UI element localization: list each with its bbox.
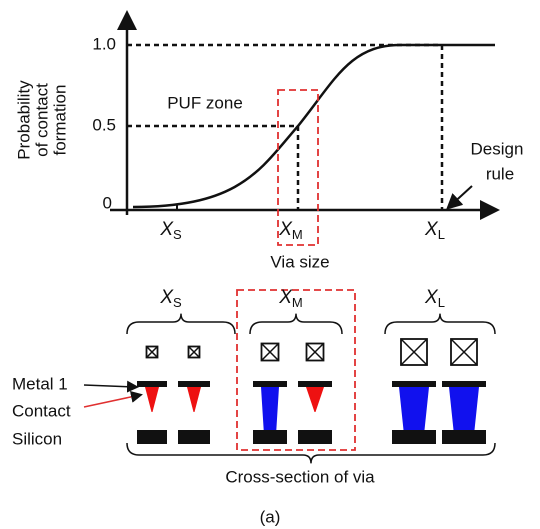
contact <box>306 387 324 412</box>
annotation: Design <box>471 139 524 158</box>
figure-label: (a) <box>260 507 281 526</box>
subscript-label: XL <box>424 219 445 242</box>
contact <box>187 387 201 412</box>
subscript-label: XM <box>278 287 303 310</box>
subscript-label: XL <box>424 287 445 310</box>
layer-label: Contact <box>12 401 71 420</box>
contact <box>145 387 159 412</box>
zone-label: PUF zone <box>167 93 243 112</box>
y-label-line: formation <box>50 85 69 156</box>
y-tick-label: 0.5 <box>92 115 116 134</box>
label-sub: M <box>292 295 303 310</box>
silicon <box>137 430 167 444</box>
caption: Cross-section of via <box>225 467 375 486</box>
label-sub: L <box>438 227 445 242</box>
y-tick-label: 0 <box>103 193 112 212</box>
via-cross <box>147 347 158 358</box>
metal <box>298 381 332 387</box>
silicon <box>442 430 486 444</box>
subscript-label: XM <box>278 219 303 242</box>
guides <box>127 45 442 210</box>
subscript-label: XS <box>159 219 182 242</box>
y-tick-label: 1.0 <box>92 34 116 53</box>
brace <box>385 314 495 334</box>
metal <box>178 381 210 387</box>
label-sub: L <box>438 295 445 310</box>
figure: Probability of contact formation 1.0 0.5… <box>0 0 540 529</box>
subscript-label: XS <box>159 287 182 310</box>
via-cross <box>451 339 477 365</box>
silicon <box>298 430 332 444</box>
contact <box>399 387 429 430</box>
via-cross <box>307 344 324 361</box>
layer-label: Silicon <box>12 429 62 448</box>
brace <box>127 314 235 334</box>
contact <box>449 387 479 430</box>
annotation: rule <box>486 164 514 183</box>
metal <box>442 381 486 387</box>
layer-label: Metal 1 <box>12 374 68 393</box>
label-sub: M <box>292 227 303 242</box>
silicon <box>253 430 287 444</box>
via-cross <box>189 347 200 358</box>
y-label-line: Probability <box>14 80 33 160</box>
silicon <box>178 430 210 444</box>
y-axis-label: Probability of contact formation <box>14 80 69 160</box>
curve <box>133 45 495 207</box>
metal <box>392 381 436 387</box>
brace <box>250 314 342 334</box>
x-axis-label: Via size <box>270 252 329 271</box>
y-label-line: of contact <box>32 83 51 157</box>
via-cross <box>401 339 427 365</box>
silicon <box>392 430 436 444</box>
metal <box>137 381 167 387</box>
label-sub: S <box>173 295 182 310</box>
via-cross <box>262 344 279 361</box>
layer-arrow <box>84 385 136 387</box>
metal <box>253 381 287 387</box>
brace <box>127 443 495 463</box>
label-sub: S <box>173 227 182 242</box>
annotation-arrow <box>449 186 472 207</box>
layer-arrow <box>84 395 140 407</box>
contact <box>261 387 279 430</box>
